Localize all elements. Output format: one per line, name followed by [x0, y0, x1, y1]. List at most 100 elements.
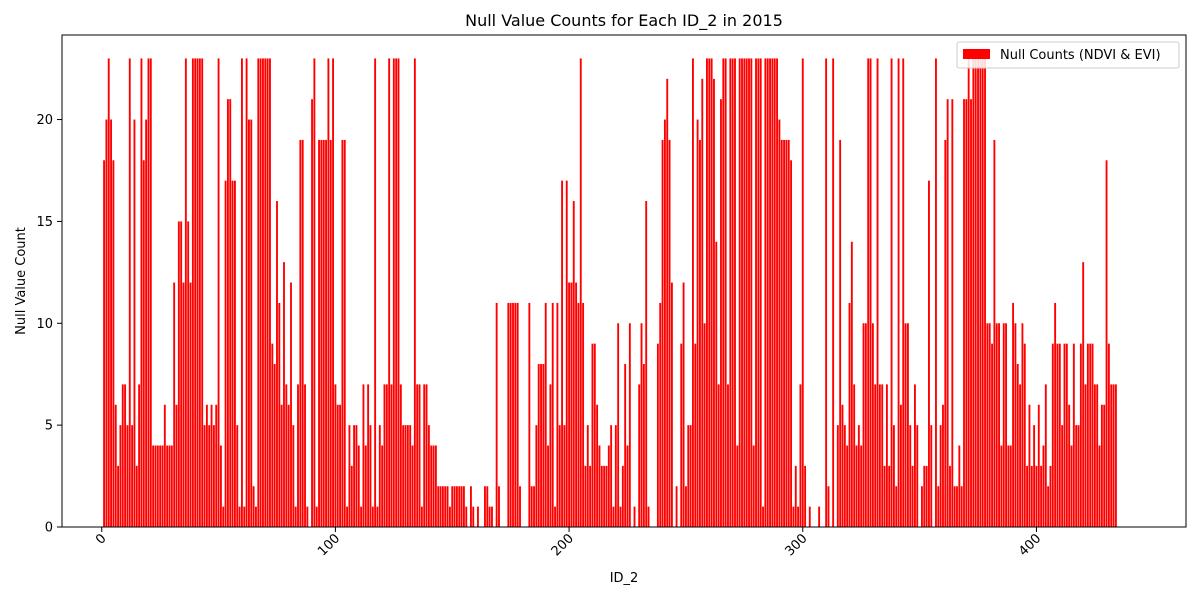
bar: [477, 506, 479, 527]
y-tick-label: 20: [36, 113, 53, 128]
bar: [769, 58, 771, 528]
bar: [448, 506, 451, 527]
bar: [923, 465, 926, 527]
bar: [1028, 404, 1031, 527]
bar: [458, 486, 461, 527]
bar: [750, 58, 753, 528]
bar: [117, 465, 120, 527]
bar: [720, 99, 722, 528]
bar: [1082, 262, 1085, 527]
bar: [755, 58, 757, 528]
bar: [472, 506, 475, 527]
bar: [881, 384, 884, 527]
bar: [364, 445, 367, 527]
bar: [1089, 343, 1092, 527]
y-ticks-group: 0 5 10 15 20: [36, 113, 62, 536]
bar: [276, 201, 278, 528]
bar: [582, 302, 585, 527]
bar: [533, 486, 535, 527]
bar: [437, 486, 440, 527]
bar: [935, 58, 937, 528]
bar: [1033, 425, 1036, 527]
bar: [612, 506, 615, 527]
bars-group: [103, 58, 1117, 528]
legend-label: Null Counts (NDVI & EVI): [1000, 48, 1161, 63]
bar: [170, 445, 173, 527]
bar: [444, 486, 447, 527]
chart-title: Null Value Counts for Each ID_2 in 2015: [465, 11, 783, 31]
bar: [470, 486, 472, 527]
bar: [159, 445, 162, 527]
bar: [540, 364, 542, 527]
bar: [584, 465, 587, 527]
bar: [201, 58, 204, 528]
bar: [332, 58, 334, 528]
bar: [696, 119, 699, 528]
bar: [764, 58, 767, 528]
bar: [1007, 445, 1010, 527]
x-tick-label: 0: [93, 531, 109, 547]
bar: [208, 425, 211, 527]
bar: [397, 58, 400, 528]
bar: [853, 384, 856, 527]
bar: [547, 445, 549, 527]
bar: [119, 425, 122, 527]
bar: [977, 58, 979, 528]
bar: [607, 445, 610, 527]
bar: [659, 302, 662, 527]
bar: [974, 58, 977, 528]
bar: [292, 425, 295, 527]
bar: [773, 58, 776, 528]
bar: [498, 486, 500, 527]
bar: [217, 58, 220, 528]
bar: [446, 486, 449, 527]
bar: [212, 425, 215, 527]
bar: [855, 445, 858, 527]
bar: [210, 404, 213, 527]
bar: [668, 139, 671, 528]
legend-swatch: [963, 49, 990, 59]
bar: [554, 506, 556, 527]
bar: [867, 58, 870, 528]
bar: [633, 506, 636, 527]
bar: [290, 282, 292, 527]
bar: [219, 445, 222, 527]
bar: [848, 302, 851, 527]
bar: [839, 139, 842, 528]
bar: [600, 465, 603, 527]
bar: [1068, 404, 1071, 527]
bar: [360, 506, 363, 527]
bar: [1000, 445, 1003, 527]
bar: [995, 323, 998, 527]
bar: [603, 465, 606, 527]
bar: [776, 58, 778, 528]
bar: [593, 343, 596, 527]
bar: [699, 139, 701, 528]
bar: [348, 425, 351, 527]
bar: [956, 486, 958, 527]
bar: [376, 506, 379, 527]
x-tick-label: 300: [782, 531, 810, 559]
bar: [572, 201, 575, 528]
bar: [1061, 425, 1064, 527]
bar: [692, 58, 694, 528]
bar: [759, 58, 762, 528]
bar: [135, 465, 138, 527]
bar: [486, 486, 489, 527]
bar: [451, 486, 454, 527]
bar: [1014, 323, 1017, 527]
bar: [406, 425, 409, 527]
bar: [1077, 425, 1080, 527]
bar: [1105, 160, 1108, 528]
bar: [371, 506, 374, 527]
bar: [575, 282, 578, 527]
bar: [727, 384, 729, 527]
y-tick-label: 15: [36, 215, 53, 230]
bar: [568, 282, 571, 527]
bar: [904, 323, 907, 527]
bar: [297, 384, 299, 527]
bar: [1096, 384, 1099, 527]
bar: [558, 425, 561, 527]
bar: [530, 486, 533, 527]
bar: [430, 445, 433, 527]
